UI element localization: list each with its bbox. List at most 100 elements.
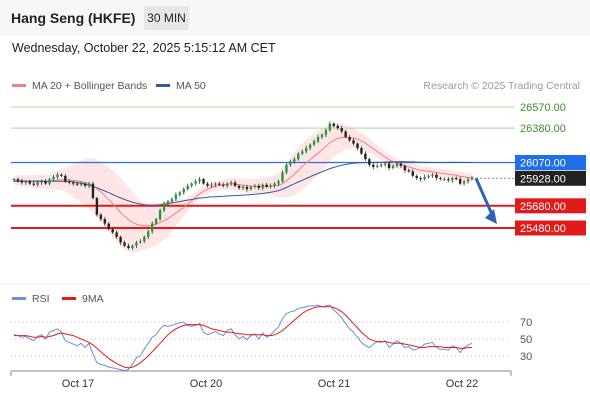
candle-body: [265, 184, 268, 187]
legend-rsi-label: RSI: [32, 293, 50, 305]
candle-body: [162, 203, 166, 211]
candle-body: [131, 245, 134, 248]
x-tick-label: Oct 20: [190, 378, 222, 390]
candle-body: [360, 148, 363, 154]
candle-body: [281, 172, 284, 182]
instrument-title: Hang Seng (HKFE): [11, 10, 136, 26]
candle-body: [261, 184, 264, 189]
level-box-3: [515, 170, 586, 186]
rsi-tick-1: 50: [520, 334, 532, 346]
candle-body: [443, 179, 446, 181]
candle-body: [194, 181, 197, 184]
candle-body: [277, 181, 280, 184]
candle-body: [75, 183, 79, 185]
candle-body: [115, 232, 118, 237]
candle-body: [166, 201, 170, 204]
candle-body: [466, 179, 470, 182]
candle-body: [202, 179, 205, 184]
candle-body: [190, 183, 193, 186]
candle-body: [178, 192, 182, 195]
candle-body: [348, 136, 351, 141]
credit-text: Research © 2025 Trading Central: [423, 80, 580, 92]
candle-body: [214, 183, 217, 185]
candle-body: [269, 185, 272, 187]
candle-body: [127, 245, 130, 248]
candle-body: [174, 194, 178, 200]
timestamp: Wednesday, October 22, 2025 5:15:12 AM C…: [12, 41, 276, 55]
candle-body: [364, 153, 367, 160]
candle-body: [72, 182, 75, 184]
candle-body: [332, 123, 336, 126]
candle-body: [249, 186, 253, 190]
candle-body: [304, 148, 308, 152]
candle-body: [64, 175, 67, 182]
legend-9ma-label: 9MA: [82, 293, 104, 305]
candle-body: [198, 179, 201, 182]
candle-body: [170, 199, 174, 202]
candle-body: [226, 183, 229, 186]
candle-body: [387, 163, 391, 169]
candle-body: [210, 184, 213, 186]
candle-body: [376, 165, 379, 167]
candle-body: [245, 186, 249, 190]
candle-body: [229, 182, 233, 184]
candle-body: [395, 163, 399, 166]
candle-body: [107, 223, 110, 230]
candle-body: [36, 182, 39, 185]
candle-body: [340, 128, 343, 132]
candle-body: [399, 163, 403, 166]
header-bar: Hang Seng (HKFE) 30 MIN: [0, 0, 590, 36]
legend-rsi: RSI: [12, 293, 50, 305]
candle-body: [135, 242, 138, 246]
candle-body: [158, 210, 162, 220]
candle-body: [411, 171, 414, 176]
candle-body: [458, 179, 462, 184]
candle-body: [91, 183, 95, 199]
level-label-0: 26570.00: [520, 102, 566, 114]
legend-ma50: MA 50: [156, 80, 206, 92]
candle-body: [52, 176, 55, 180]
candle-body: [391, 165, 395, 169]
candle-body: [344, 131, 347, 137]
candle-body: [308, 144, 312, 149]
level-label-1: 26380.00: [520, 123, 566, 135]
candle-body: [368, 159, 371, 165]
candle-body: [143, 236, 146, 242]
candle-body: [372, 164, 375, 167]
candle-body: [87, 183, 91, 186]
forecast-arrowhead: [485, 209, 497, 224]
candle-body: [328, 123, 332, 131]
candle-body: [379, 164, 383, 166]
candle-body: [233, 182, 237, 186]
candle-body: [186, 185, 189, 190]
candle-body: [435, 174, 438, 179]
candle-body: [447, 179, 450, 181]
candle-body: [289, 161, 292, 165]
candle-body: [95, 198, 99, 215]
candle-body: [16, 179, 20, 181]
candle-body: [462, 181, 466, 184]
rsi-tick-0: 70: [520, 317, 532, 329]
candle-body: [297, 153, 300, 160]
candle-body: [147, 231, 150, 237]
candle-body: [316, 136, 320, 142]
legend-9ma: 9MA: [62, 293, 104, 305]
candle-body: [301, 151, 304, 154]
candle-body: [470, 178, 474, 180]
candle-body: [451, 178, 454, 181]
candle-body: [356, 143, 359, 149]
candle-body: [182, 189, 185, 193]
candle-body: [419, 178, 422, 180]
candle-body: [123, 242, 126, 246]
candle-body: [403, 165, 407, 171]
candle-body: [60, 174, 63, 176]
candle-body: [273, 183, 276, 186]
candle-body: [312, 141, 316, 145]
candle-body: [218, 183, 221, 185]
candle-body: [439, 178, 442, 180]
candle-body: [455, 178, 458, 180]
interval-button[interactable]: 30 MIN: [144, 6, 189, 30]
candle-body: [407, 170, 411, 172]
candle-body: [32, 183, 35, 185]
